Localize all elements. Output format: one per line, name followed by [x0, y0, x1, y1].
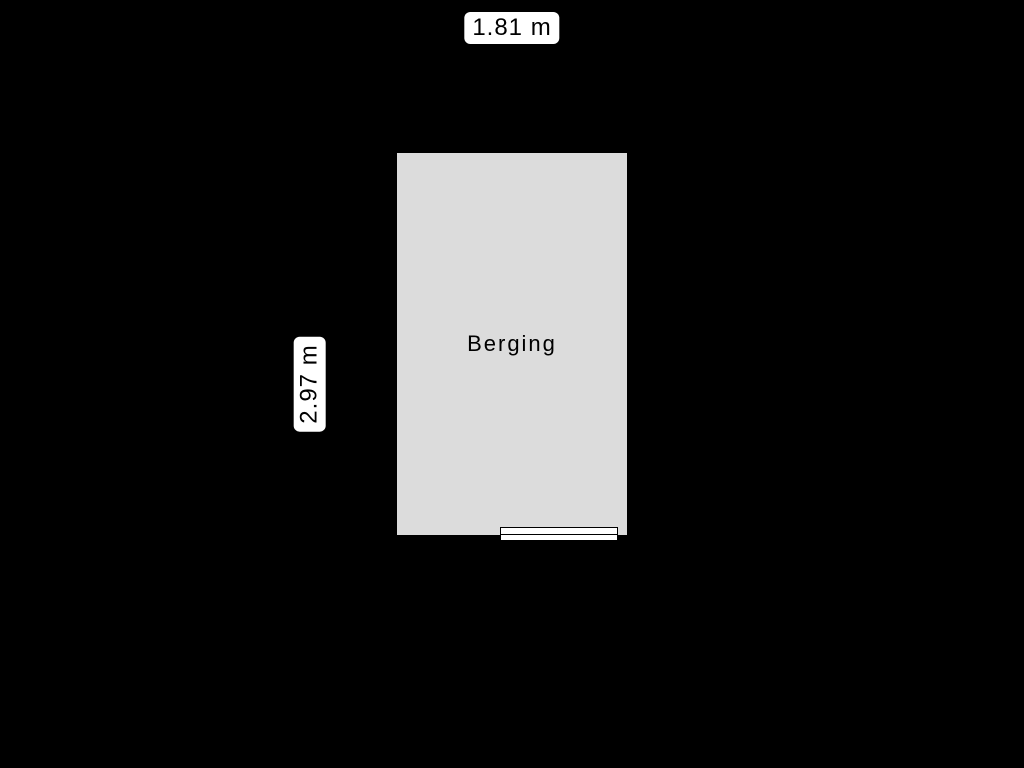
- door-icon: [500, 527, 618, 541]
- dimension-width-label: 1.81 m: [464, 12, 559, 44]
- dimension-height-label: 2.97 m: [294, 336, 326, 431]
- door-line: [501, 534, 617, 535]
- room-label: Berging: [467, 331, 557, 357]
- room-berging: Berging: [394, 150, 630, 538]
